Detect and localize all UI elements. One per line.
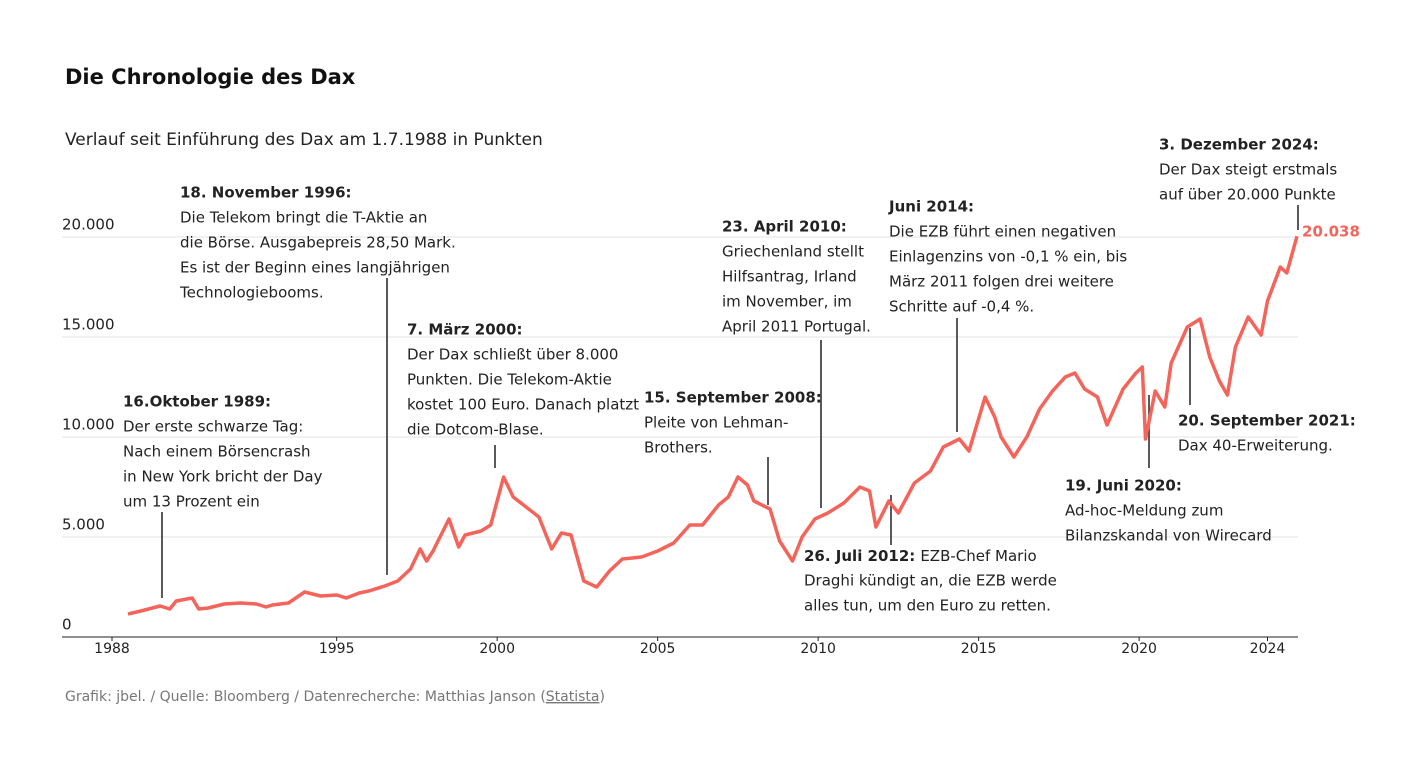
footer-suffix: ) xyxy=(600,689,605,705)
annotation-line: März 2011 folgen drei weitere xyxy=(889,273,1114,291)
annotation-title: 20. September 2021: xyxy=(1178,412,1356,430)
annotation-line: im November, im xyxy=(722,293,852,311)
x-tick-label: 2015 xyxy=(961,641,997,657)
y-tick-label: 10.000 xyxy=(62,416,115,434)
annotation-line: Die EZB führt einen negativen xyxy=(889,223,1116,241)
annotation-title: 19. Juni 2020: xyxy=(1065,477,1182,495)
annotation-line: Pleite von Lehman- xyxy=(644,414,788,432)
annotation-line: in New York bricht der Day xyxy=(123,468,323,486)
value-label: 20.038 xyxy=(1302,223,1360,241)
annotation: 26. Juli 2012: EZB-Chef Mario xyxy=(804,547,1037,565)
annotation-line: die Dotcom-Blase. xyxy=(407,421,544,439)
footer: Grafik: jbel. / Quelle: Bloomberg / Date… xyxy=(65,689,605,705)
x-tick-label: 1995 xyxy=(319,641,355,657)
annotation-line: Dax 40-Erweiterung. xyxy=(1178,437,1333,455)
annotation-line: Griechenland stellt xyxy=(722,243,864,261)
chart-subtitle: Verlauf seit Einführung des Dax am 1.7.1… xyxy=(65,130,543,150)
annotation-line: Punkten. Die Telekom-Aktie xyxy=(407,371,612,389)
annotation-line: Der erste schwarze Tag: xyxy=(123,418,303,436)
annotation-line: Hilfsantrag, Irland xyxy=(722,268,857,286)
annotation-title: 23. April 2010: xyxy=(722,218,847,236)
y-tick-label: 5.000 xyxy=(62,516,105,534)
annotation-line: Brothers. xyxy=(644,439,713,457)
annotation-line: Ad-hoc-Meldung zum xyxy=(1065,502,1223,520)
annotation-line: Es ist der Beginn eines langjährigen xyxy=(180,259,450,277)
x-tick-label: 2020 xyxy=(1121,641,1157,657)
chart-title: Die Chronologie des Dax xyxy=(65,65,356,89)
x-tick-label: 2024 xyxy=(1250,641,1286,657)
x-tick-label: 2000 xyxy=(479,641,515,657)
annotation-line: Der Dax schließt über 8.000 xyxy=(407,346,618,364)
annotation-line: kostet 100 Euro. Danach platzt xyxy=(407,396,639,414)
annotation-line: Bilanzskandal von Wirecard xyxy=(1065,527,1272,545)
dax-line xyxy=(127,235,1299,616)
annotation-line: Nach einem Börsencrash xyxy=(123,443,311,461)
annotation-line: die Börse. Ausgabepreis 28,50 Mark. xyxy=(180,234,456,252)
annotation-line: Die Telekom bringt die T-Aktie an xyxy=(180,209,427,227)
footer-prefix: Grafik: jbel. / Quelle: Bloomberg / Date… xyxy=(65,689,546,705)
annotation-title: 7. März 2000: xyxy=(407,321,523,339)
annotation-title: 18. November 1996: xyxy=(180,184,352,202)
annotation-line: Einlagenzins von -0,1 % ein, bis xyxy=(889,248,1127,266)
x-tick-label: 1988 xyxy=(94,641,130,657)
annotation-line: EZB-Chef Mario xyxy=(920,547,1036,565)
y-tick-label: 20.000 xyxy=(62,216,115,234)
annotation-title: 26. Juli 2012: xyxy=(804,547,915,565)
annotation-line: April 2011 Portugal. xyxy=(722,318,871,336)
x-tick-label: 2005 xyxy=(640,641,676,657)
annotation-line: um 13 Prozent ein xyxy=(123,493,260,511)
annotation-title: 15. September 2008: xyxy=(644,389,822,407)
annotation-line: alles tun, um den Euro zu retten. xyxy=(804,597,1051,615)
annotation-line: Der Dax steigt erstmals xyxy=(1159,161,1337,179)
annotation-title: 16.Oktober 1989: xyxy=(123,393,271,411)
annotation-line: Draghi kündigt an, die EZB werde xyxy=(804,572,1057,590)
annotation-title: 3. Dezember 2024: xyxy=(1159,136,1319,154)
footer-link[interactable]: Statista xyxy=(546,689,600,705)
annotation-title: Juni 2014: xyxy=(888,198,974,216)
annotation-line: Schritte auf -0,4 %. xyxy=(889,298,1034,316)
y-tick-label: 15.000 xyxy=(62,316,115,334)
annotation-line: Technologiebooms. xyxy=(179,284,324,302)
annotation-line: auf über 20.000 Punkte xyxy=(1159,186,1336,204)
y-tick-label: 0 xyxy=(62,616,72,634)
x-tick-label: 2010 xyxy=(800,641,836,657)
